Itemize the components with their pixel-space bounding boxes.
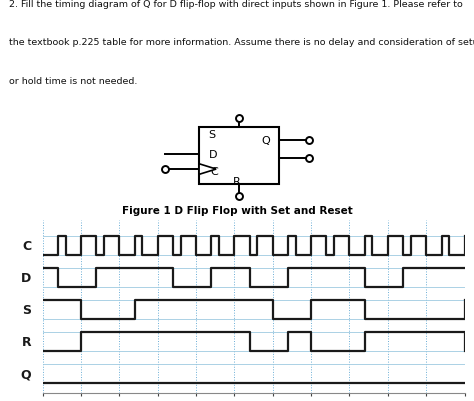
- Text: or hold time is not needed.: or hold time is not needed.: [9, 77, 138, 86]
- Text: D: D: [21, 271, 31, 285]
- Text: R: R: [233, 176, 241, 186]
- Bar: [199, 128, 279, 184]
- Text: C: C: [210, 166, 218, 176]
- Text: C: C: [22, 240, 31, 253]
- Text: R: R: [21, 335, 31, 348]
- Polygon shape: [199, 164, 216, 175]
- Text: the textbook p.225 table for more information. Assume there is no delay and cons: the textbook p.225 table for more inform…: [9, 38, 474, 47]
- Text: Q: Q: [20, 367, 31, 380]
- Text: S: S: [209, 130, 216, 139]
- Text: 2. Fill the timing diagram of Q for D flip-flop with direct inputs shown in Figu: 2. Fill the timing diagram of Q for D fl…: [9, 0, 463, 9]
- Text: Figure 1 D Flip Flop with Set and Reset: Figure 1 D Flip Flop with Set and Reset: [122, 206, 352, 215]
- Text: Q: Q: [262, 136, 270, 146]
- Text: D: D: [209, 150, 217, 160]
- Text: S: S: [22, 304, 31, 316]
